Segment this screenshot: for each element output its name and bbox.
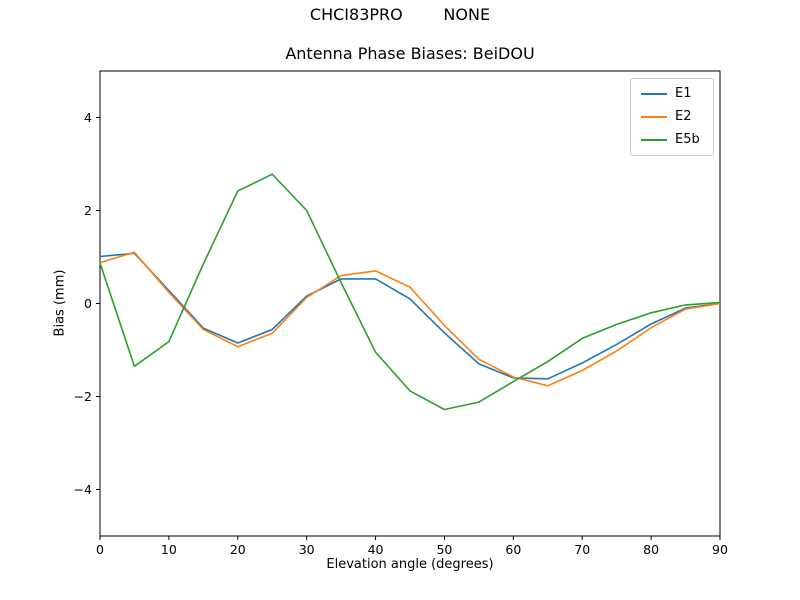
x-tick-label: 40 bbox=[368, 542, 384, 557]
x-tick-label: 70 bbox=[574, 542, 590, 557]
series-line-e1 bbox=[99, 252, 721, 380]
legend: E1 E2 E5b bbox=[630, 78, 714, 156]
legend-line-e1 bbox=[641, 93, 667, 95]
legend-label-e1: E1 bbox=[675, 86, 692, 101]
x-tick-label: 20 bbox=[230, 542, 246, 557]
x-tick-label: 60 bbox=[505, 542, 521, 557]
series-line-e5b bbox=[99, 173, 721, 411]
legend-label-e5b: E5b bbox=[675, 132, 700, 147]
x-tick-label: 0 bbox=[96, 542, 104, 557]
y-axis-label: Bias (mm) bbox=[52, 269, 68, 337]
y-tick-label: −2 bbox=[74, 389, 92, 404]
chart-title: Antenna Phase Biases: BeiDOU bbox=[285, 44, 535, 63]
y-tick-label: 2 bbox=[84, 203, 92, 218]
series-line-e2 bbox=[99, 251, 721, 387]
y-tick-label: −4 bbox=[74, 482, 92, 497]
legend-entry-e2: E2 bbox=[641, 109, 705, 125]
plot-border bbox=[99, 70, 721, 537]
x-tick-label: 50 bbox=[436, 542, 452, 557]
legend-line-e2 bbox=[641, 116, 667, 118]
x-tick-label: 80 bbox=[643, 542, 659, 557]
figure-suptitle: CHCI83PRO NONE bbox=[309, 5, 491, 24]
legend-line-e5b bbox=[641, 139, 667, 141]
legend-entry-e5b: E5b bbox=[641, 132, 705, 148]
x-tick-label: 90 bbox=[712, 542, 728, 557]
y-tick-label: 0 bbox=[84, 296, 92, 311]
x-axis-label: Elevation angle (degrees) bbox=[326, 557, 494, 572]
x-tick-label: 30 bbox=[299, 542, 315, 557]
y-tick-label: 4 bbox=[84, 110, 92, 125]
legend-entry-e1: E1 bbox=[641, 86, 705, 102]
x-tick-label: 10 bbox=[161, 542, 177, 557]
legend-label-e2: E2 bbox=[675, 109, 692, 124]
